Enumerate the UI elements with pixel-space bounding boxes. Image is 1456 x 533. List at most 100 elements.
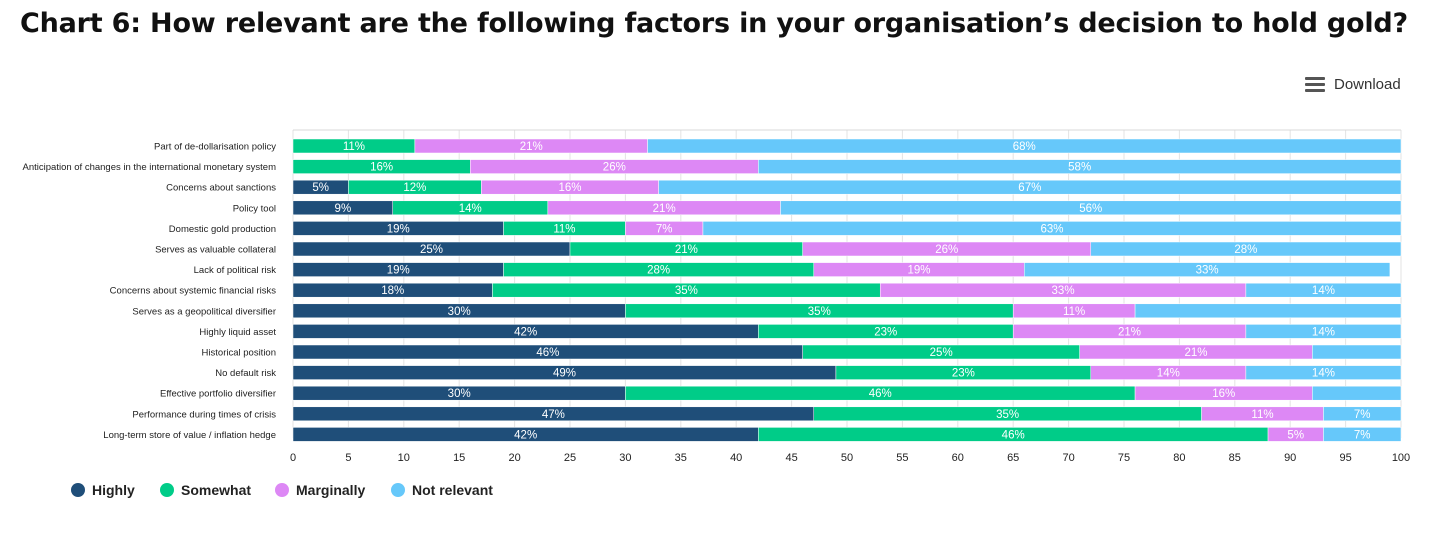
- data-label: 33%: [1196, 265, 1219, 277]
- bar-segment-not-relevant[interactable]: [647, 138, 1402, 154]
- data-label: 18%: [381, 285, 404, 297]
- data-label: 14%: [1312, 285, 1335, 297]
- data-label: 58%: [1068, 162, 1091, 174]
- data-label: 7%: [1354, 409, 1371, 421]
- data-label: 21%: [520, 141, 543, 153]
- x-tick-label: 95: [1339, 452, 1351, 464]
- data-label: 42%: [514, 326, 537, 338]
- category-label: Policy tool: [233, 203, 276, 214]
- data-label: 16%: [370, 162, 393, 174]
- data-label: 23%: [874, 326, 897, 338]
- data-label: 5%: [312, 182, 329, 194]
- data-label: 26%: [935, 244, 958, 256]
- x-tick-label: 55: [896, 452, 908, 464]
- bars: 11% 21% 68% 16% 26% 58% 5% 12% 16% 67% 9% 14% 21% 56%…: [292, 138, 1402, 442]
- category-label: Serves as valuable collateral: [155, 245, 276, 256]
- data-label: 42%: [514, 429, 537, 441]
- data-label: 46%: [1002, 429, 1025, 441]
- x-tick-label: 90: [1284, 452, 1296, 464]
- bar-segment-not-relevant[interactable]: [1312, 344, 1402, 360]
- data-label: 25%: [420, 244, 443, 256]
- bar-segment-not-relevant[interactable]: [1245, 324, 1402, 339]
- data-label: 26%: [603, 162, 626, 174]
- bar-segment-not-relevant[interactable]: [1090, 241, 1402, 257]
- x-tick-label: 35: [675, 452, 687, 464]
- hamburger-menu-icon: [1305, 76, 1325, 93]
- category-label: Concerns about sanctions: [166, 183, 276, 194]
- legend[interactable]: Highly Somewhat Marginally Not relevant: [71, 482, 493, 498]
- data-label: 47%: [542, 409, 565, 421]
- data-label: 21%: [1185, 347, 1208, 359]
- data-label: 35%: [808, 306, 831, 318]
- data-label: 46%: [536, 347, 559, 359]
- data-label: 16%: [558, 182, 581, 194]
- legend-label: Highly: [92, 482, 135, 498]
- x-tick-label: 70: [1062, 452, 1074, 464]
- category-label: Domestic gold production: [169, 224, 276, 235]
- data-label: 35%: [675, 285, 698, 297]
- bar-segment-not-relevant[interactable]: [758, 159, 1402, 174]
- x-tick-label: 45: [785, 452, 797, 464]
- category-label: Historical position: [202, 348, 276, 359]
- x-tick-label: 85: [1229, 452, 1241, 464]
- data-label: 68%: [1013, 141, 1036, 153]
- data-label: 11%: [1251, 409, 1273, 421]
- category-label: Highly liquid asset: [199, 327, 276, 338]
- data-label: 7%: [656, 223, 673, 235]
- data-label: 46%: [869, 388, 892, 400]
- category-label: Lack of political risk: [194, 265, 277, 276]
- x-tick-label: 75: [1118, 452, 1130, 464]
- chart-title: Chart 6: How relevant are the following …: [20, 8, 1409, 39]
- category-labels: Part of de-dollarisation policy Anticipat…: [23, 142, 277, 441]
- x-tick-label: 25: [564, 452, 576, 464]
- data-label: 21%: [675, 244, 698, 256]
- data-label: 11%: [1063, 306, 1085, 318]
- x-axis-tick-labels: 0 5 10 15 20 25 30 35 40 45 50 55 60 65 70 75 80 85 90 95 10…: [290, 452, 1410, 464]
- category-label: Part of de-dollarisation policy: [154, 142, 276, 153]
- data-label: 21%: [1118, 326, 1141, 338]
- data-label: 67%: [1018, 182, 1041, 194]
- category-label: Concerns about systemic financial risks: [110, 286, 277, 297]
- data-label: 25%: [930, 347, 953, 359]
- bar-segment-not-relevant[interactable]: [1024, 262, 1391, 277]
- bar-segment-not-relevant[interactable]: [780, 200, 1402, 216]
- data-label: 21%: [653, 203, 676, 215]
- x-tick-label: 50: [841, 452, 853, 464]
- bar-segment-not-relevant[interactable]: [1323, 427, 1402, 442]
- category-label: Effective portfolio diversifier: [160, 389, 276, 400]
- bar-segment-not-relevant[interactable]: [1245, 282, 1402, 298]
- legend-item-not-relevant[interactable]: Not relevant: [391, 482, 493, 498]
- bar-segment-not-relevant[interactable]: [1312, 385, 1402, 401]
- data-label: 14%: [1312, 326, 1335, 338]
- data-label: 19%: [387, 265, 410, 277]
- bar-segment-not-relevant[interactable]: [658, 179, 1402, 195]
- data-label: 5%: [1287, 429, 1304, 441]
- category-label: Performance during times of crisis: [132, 409, 276, 420]
- legend-label: Marginally: [296, 482, 365, 498]
- data-label: 23%: [952, 368, 975, 380]
- x-tick-label: 15: [453, 452, 465, 464]
- bar-segment-not-relevant[interactable]: [702, 221, 1402, 236]
- bar-segment-not-relevant[interactable]: [1245, 365, 1402, 380]
- legend-item-highly[interactable]: Highly: [71, 482, 135, 498]
- legend-label: Somewhat: [181, 482, 251, 498]
- legend-item-somewhat[interactable]: Somewhat: [160, 482, 251, 498]
- data-label: 28%: [647, 265, 670, 277]
- data-label: 11%: [343, 141, 365, 153]
- x-tick-label: 65: [1007, 452, 1019, 464]
- data-label: 49%: [553, 368, 576, 380]
- legend-item-marginally[interactable]: Marginally: [275, 482, 365, 498]
- bar-segment-not-relevant[interactable]: [1323, 406, 1402, 422]
- x-tick-label: 40: [730, 452, 742, 464]
- data-label: 9%: [335, 203, 352, 215]
- x-tick-label: 5: [345, 452, 351, 464]
- data-label: 14%: [1312, 368, 1335, 380]
- data-label: 33%: [1052, 285, 1075, 297]
- download-button[interactable]: Download: [1305, 76, 1401, 93]
- category-label: Anticipation of changes in the internati…: [23, 162, 277, 173]
- bar-segment-not-relevant[interactable]: [1134, 303, 1402, 319]
- category-label: Long-term store of value / inflation hed…: [103, 430, 276, 441]
- data-label: 11%: [553, 223, 575, 235]
- legend-label: Not relevant: [412, 482, 493, 498]
